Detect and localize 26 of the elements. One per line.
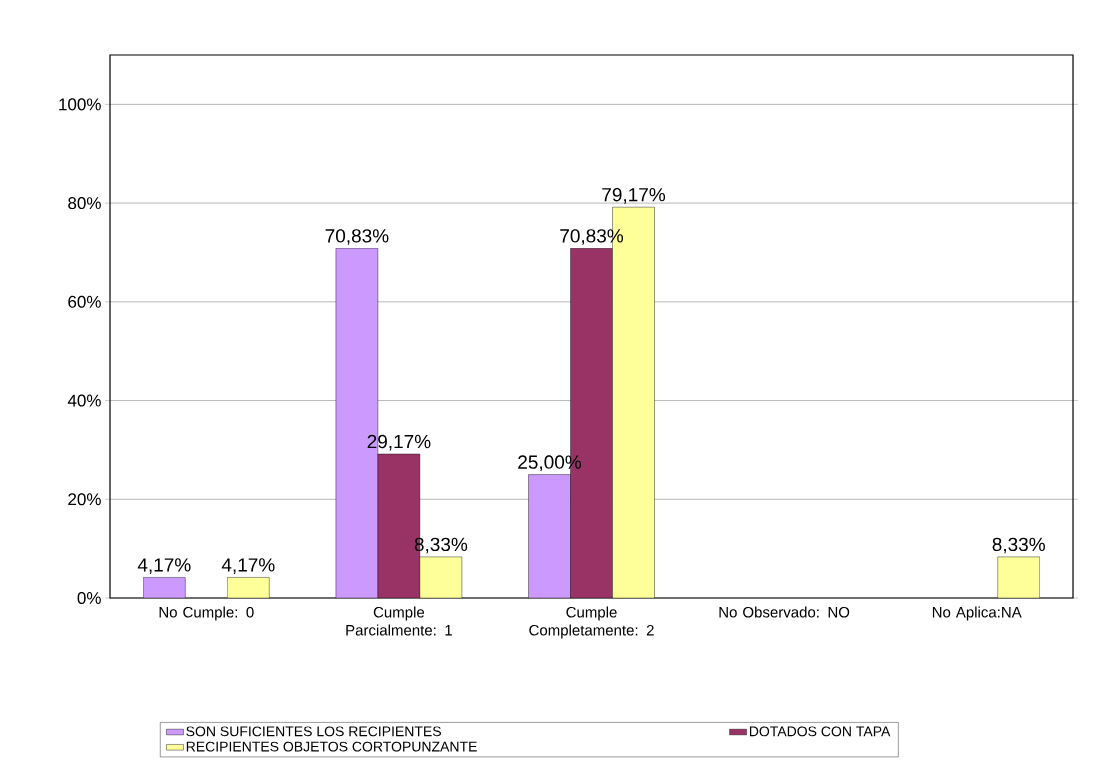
- data-label: 8,33%: [992, 537, 1045, 554]
- bar: [997, 556, 1040, 598]
- bar: [419, 556, 463, 598]
- data-label: 70,83%: [560, 229, 624, 245]
- data-label: 79,17%: [602, 187, 666, 204]
- data-label: 29,17%: [367, 434, 431, 451]
- bar: [528, 474, 571, 598]
- data-label: 4,17%: [137, 558, 191, 574]
- x-tick-label: Cumple Completamente: 2: [529, 606, 654, 639]
- x-tick-label: No Aplica:NA: [932, 606, 1022, 621]
- y-tick-label: 80%: [68, 197, 101, 210]
- x-tick-label: Cumple Parcialmente: 1: [346, 606, 452, 636]
- y-tick-label: 40%: [67, 394, 101, 407]
- legend-label: SON SUFICIENTES LOS RECIPIENTES: [186, 726, 441, 737]
- data-label: 70,83%: [325, 229, 389, 245]
- legend-label: RECIPIENTES OBJETOS CORTOPUNZANTE: [186, 741, 477, 752]
- x-tick-label: No Observado: NO: [719, 606, 850, 618]
- y-tick-label: 60%: [68, 295, 101, 308]
- x-tick-label: No Cumple: 0: [159, 606, 254, 621]
- data-label: 4,17%: [221, 558, 275, 574]
- y-tick-label: 0%: [77, 591, 101, 605]
- legend-label: DOTADOS CON TAPA: [749, 726, 891, 737]
- bar: [143, 577, 186, 598]
- y-tick-label: 100%: [59, 98, 101, 111]
- bar: [227, 577, 270, 598]
- y-tick-label: 20%: [68, 493, 101, 506]
